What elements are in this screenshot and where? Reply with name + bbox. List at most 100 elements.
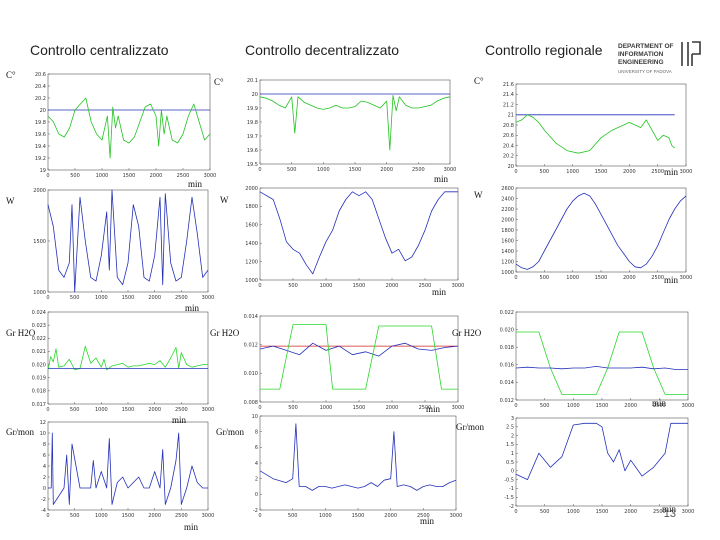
y-tick-label: 20.4 bbox=[35, 84, 46, 90]
chart-centralized-grmon: -4 -2 0 2 4 6 8 10 12 0 500 1000 1500 2000 2500 3000 bbox=[40, 420, 215, 519]
x-tick-label: 3000 bbox=[682, 403, 695, 409]
plot-frame bbox=[259, 415, 457, 511]
x-tick-label: 1500 bbox=[353, 405, 366, 411]
y-tick-label: 21.2 bbox=[503, 102, 514, 108]
plot-frame bbox=[259, 187, 459, 281]
x-tick-label: 2500 bbox=[175, 295, 188, 301]
plot-frame bbox=[259, 79, 451, 165]
x-tick-label: 1500 bbox=[122, 513, 135, 519]
y-tick-label: 4 bbox=[43, 464, 46, 470]
y-tick-label: 2 bbox=[43, 475, 46, 481]
x-tick-label: 0 bbox=[46, 295, 49, 301]
x-tick-label: 2000 bbox=[380, 167, 393, 173]
y-tick-label: 0 bbox=[511, 469, 514, 475]
y-tick-label: 1800 bbox=[245, 204, 258, 210]
plot-frame bbox=[259, 315, 459, 403]
ylabel-r3: Gr H2O bbox=[452, 328, 482, 338]
y-tick-label: 6 bbox=[255, 445, 258, 451]
title-decentralized: Controllo decentralizzato bbox=[245, 42, 400, 58]
x-tick-label: 0 bbox=[514, 169, 517, 175]
x-tick-label: 500 bbox=[288, 513, 298, 519]
x-tick-label: 2000 bbox=[148, 407, 161, 413]
x-tick-label: 500 bbox=[540, 275, 550, 281]
x-tick-label: 2500 bbox=[651, 275, 664, 281]
x-tick-label: 1000 bbox=[320, 283, 333, 289]
x-tick-label: 1000 bbox=[319, 513, 332, 519]
y-tick-label: 4 bbox=[255, 461, 258, 467]
x-tick-label: 0 bbox=[258, 405, 261, 411]
series-humidity_blue bbox=[515, 366, 688, 370]
y-tick-label: 0.018 bbox=[32, 389, 46, 395]
ylabel-c4: Gr/mon bbox=[6, 427, 34, 437]
x-tick-label: 1500 bbox=[596, 403, 609, 409]
y-tick-label: 20.1 bbox=[247, 78, 258, 84]
y-tick-label: 20 bbox=[252, 92, 258, 98]
plot-frame bbox=[515, 417, 689, 507]
x-tick-label: 500 bbox=[288, 283, 298, 289]
title-regional: Controllo regionale bbox=[485, 42, 603, 58]
series-humidity_blue bbox=[259, 342, 459, 357]
ylabel-r1: C° bbox=[474, 76, 484, 86]
x-tick-label: 500 bbox=[70, 513, 80, 519]
y-tick-label: 1800 bbox=[501, 228, 514, 234]
xlabel-c2: min bbox=[185, 303, 200, 313]
y-tick-label: 1500 bbox=[33, 239, 46, 245]
y-tick-label: 20.8 bbox=[503, 123, 514, 129]
y-tick-label: 0.016 bbox=[500, 363, 514, 369]
x-tick-label: 2500 bbox=[419, 405, 432, 411]
x-tick-label: 2000 bbox=[623, 169, 636, 175]
x-tick-label: 500 bbox=[540, 509, 550, 515]
xlabel-r4: min bbox=[662, 504, 677, 514]
y-tick-label: 12 bbox=[40, 420, 46, 426]
x-tick-label: 1500 bbox=[122, 295, 135, 301]
y-tick-label: -2 bbox=[41, 497, 46, 503]
y-tick-label: 0.019 bbox=[32, 376, 46, 382]
x-tick-label: 1000 bbox=[95, 513, 108, 519]
y-tick-label: 19.8 bbox=[35, 120, 46, 126]
y-tick-label: 0.024 bbox=[32, 310, 46, 316]
xlabel-d4: min bbox=[420, 516, 435, 526]
y-tick-label: 19.5 bbox=[247, 162, 258, 168]
x-tick-label: 3000 bbox=[204, 173, 217, 179]
x-tick-label: 1500 bbox=[349, 167, 362, 173]
y-tick-label: 20 bbox=[40, 108, 46, 114]
ylabel-r2: W bbox=[474, 190, 483, 200]
x-tick-label: 0 bbox=[514, 509, 517, 515]
y-tick-label: 0.018 bbox=[500, 345, 514, 351]
university-emblem-icon bbox=[681, 41, 701, 66]
y-tick-label: 0.020 bbox=[500, 327, 514, 333]
y-tick-label: 0.022 bbox=[500, 310, 514, 316]
xlabel-d2: min bbox=[432, 287, 447, 297]
x-tick-label: 1500 bbox=[595, 275, 608, 281]
x-tick-label: 0 bbox=[258, 283, 261, 289]
x-tick-label: 2000 bbox=[623, 275, 636, 281]
y-tick-label: 1600 bbox=[501, 238, 514, 244]
x-tick-label: 0 bbox=[46, 173, 49, 179]
x-tick-label: 500 bbox=[70, 295, 80, 301]
x-tick-label: 500 bbox=[70, 173, 80, 179]
x-tick-label: 1000 bbox=[95, 295, 108, 301]
series-dehumidification bbox=[259, 423, 457, 491]
y-tick-label: 19.6 bbox=[247, 148, 258, 154]
xlabel-d1: min bbox=[434, 174, 449, 184]
x-tick-label: 2000 bbox=[150, 173, 163, 179]
x-tick-label: 1000 bbox=[96, 173, 109, 179]
y-tick-label: 19.8 bbox=[247, 120, 258, 126]
y-tick-label: 1000 bbox=[33, 290, 46, 296]
x-tick-label: 2500 bbox=[175, 513, 188, 519]
x-tick-label: 3000 bbox=[680, 275, 693, 281]
x-tick-label: 1500 bbox=[123, 173, 136, 179]
x-tick-label: 2500 bbox=[175, 407, 188, 413]
x-tick-label: 2500 bbox=[651, 169, 664, 175]
x-tick-label: 3000 bbox=[452, 283, 465, 289]
y-tick-label: 20.2 bbox=[35, 96, 46, 102]
ylabel-r4: Gr/mon bbox=[456, 422, 484, 432]
x-tick-label: 1000 bbox=[566, 275, 579, 281]
ylabel-c2: W bbox=[6, 196, 15, 206]
ylabel-c1: C° bbox=[6, 70, 16, 80]
y-tick-label: 0.008 bbox=[244, 400, 258, 406]
x-tick-label: 2000 bbox=[624, 403, 637, 409]
logo-line4: UNIVERSITY OF PADOVA bbox=[618, 69, 672, 74]
y-tick-label: 2 bbox=[255, 476, 258, 482]
x-tick-label: 1000 bbox=[320, 405, 333, 411]
